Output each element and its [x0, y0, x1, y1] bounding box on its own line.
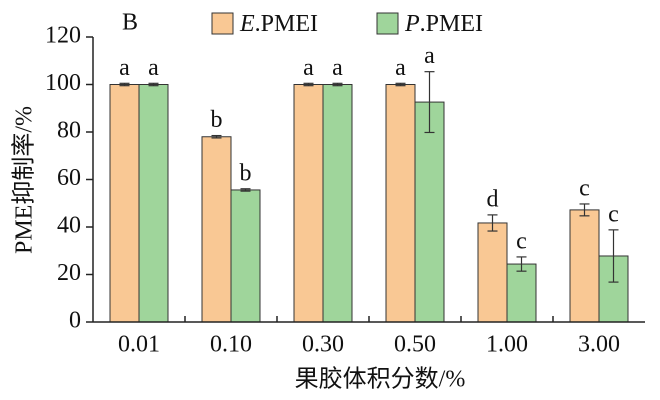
- error-bar: [332, 82, 343, 87]
- x-tick-label: 0.10: [210, 332, 252, 358]
- error-bar: [608, 229, 619, 283]
- bar: [322, 84, 353, 323]
- bar: [201, 136, 232, 323]
- x-tick-label: 1.00: [486, 332, 528, 358]
- y-tick-label: 40: [57, 213, 81, 239]
- error-bar: [579, 203, 590, 217]
- bar: [414, 101, 445, 323]
- significance-label: a: [424, 43, 435, 69]
- panel-label: B: [122, 10, 138, 36]
- x-tick-label: 0.01: [118, 332, 160, 358]
- significance-label: a: [332, 55, 343, 81]
- error-bar: [303, 82, 314, 87]
- x-axis-label: 果胶体积分数/%: [295, 366, 466, 393]
- bar: [138, 84, 169, 323]
- significance-label: a: [119, 55, 130, 81]
- significance-label: a: [395, 55, 406, 81]
- significance-label: a: [148, 55, 159, 81]
- legend-label: P.PMEI: [404, 11, 483, 37]
- significance-label: b: [211, 107, 223, 133]
- error-bar: [424, 71, 435, 134]
- y-tick-label: 100: [45, 70, 81, 96]
- significance-label: a: [303, 55, 314, 81]
- error-bar: [119, 82, 130, 87]
- error-bar: [516, 256, 527, 272]
- error-bar: [395, 82, 406, 87]
- bar: [109, 84, 140, 323]
- significance-label: c: [608, 201, 619, 227]
- significance-label: c: [579, 175, 590, 201]
- legend-swatch: [376, 12, 399, 35]
- y-tick-label: 60: [57, 165, 81, 191]
- x-tick-label: 0.30: [302, 332, 344, 358]
- significance-label: b: [240, 160, 252, 186]
- y-tick-label: 120: [45, 23, 81, 49]
- bar: [477, 222, 508, 323]
- significance-label: d: [487, 186, 499, 212]
- error-bar: [487, 214, 498, 232]
- x-tick-label: 0.50: [394, 332, 436, 358]
- significance-label: c: [516, 228, 527, 254]
- error-bar: [240, 188, 251, 192]
- bar: [385, 84, 416, 323]
- error-bar: [211, 134, 222, 139]
- y-tick-label: 20: [57, 260, 81, 286]
- y-tick-label: 80: [57, 118, 81, 144]
- x-tick-label: 3.00: [578, 332, 620, 358]
- y-tick-label: 0: [69, 308, 81, 334]
- legend-swatch: [211, 12, 234, 35]
- bar: [293, 84, 324, 323]
- bar: [506, 263, 537, 323]
- bar: [230, 189, 261, 323]
- bar: [569, 209, 600, 323]
- y-axis-label: PME抑制率/%: [11, 106, 38, 254]
- error-bar: [148, 82, 159, 87]
- legend-label: E.PMEI: [239, 11, 318, 37]
